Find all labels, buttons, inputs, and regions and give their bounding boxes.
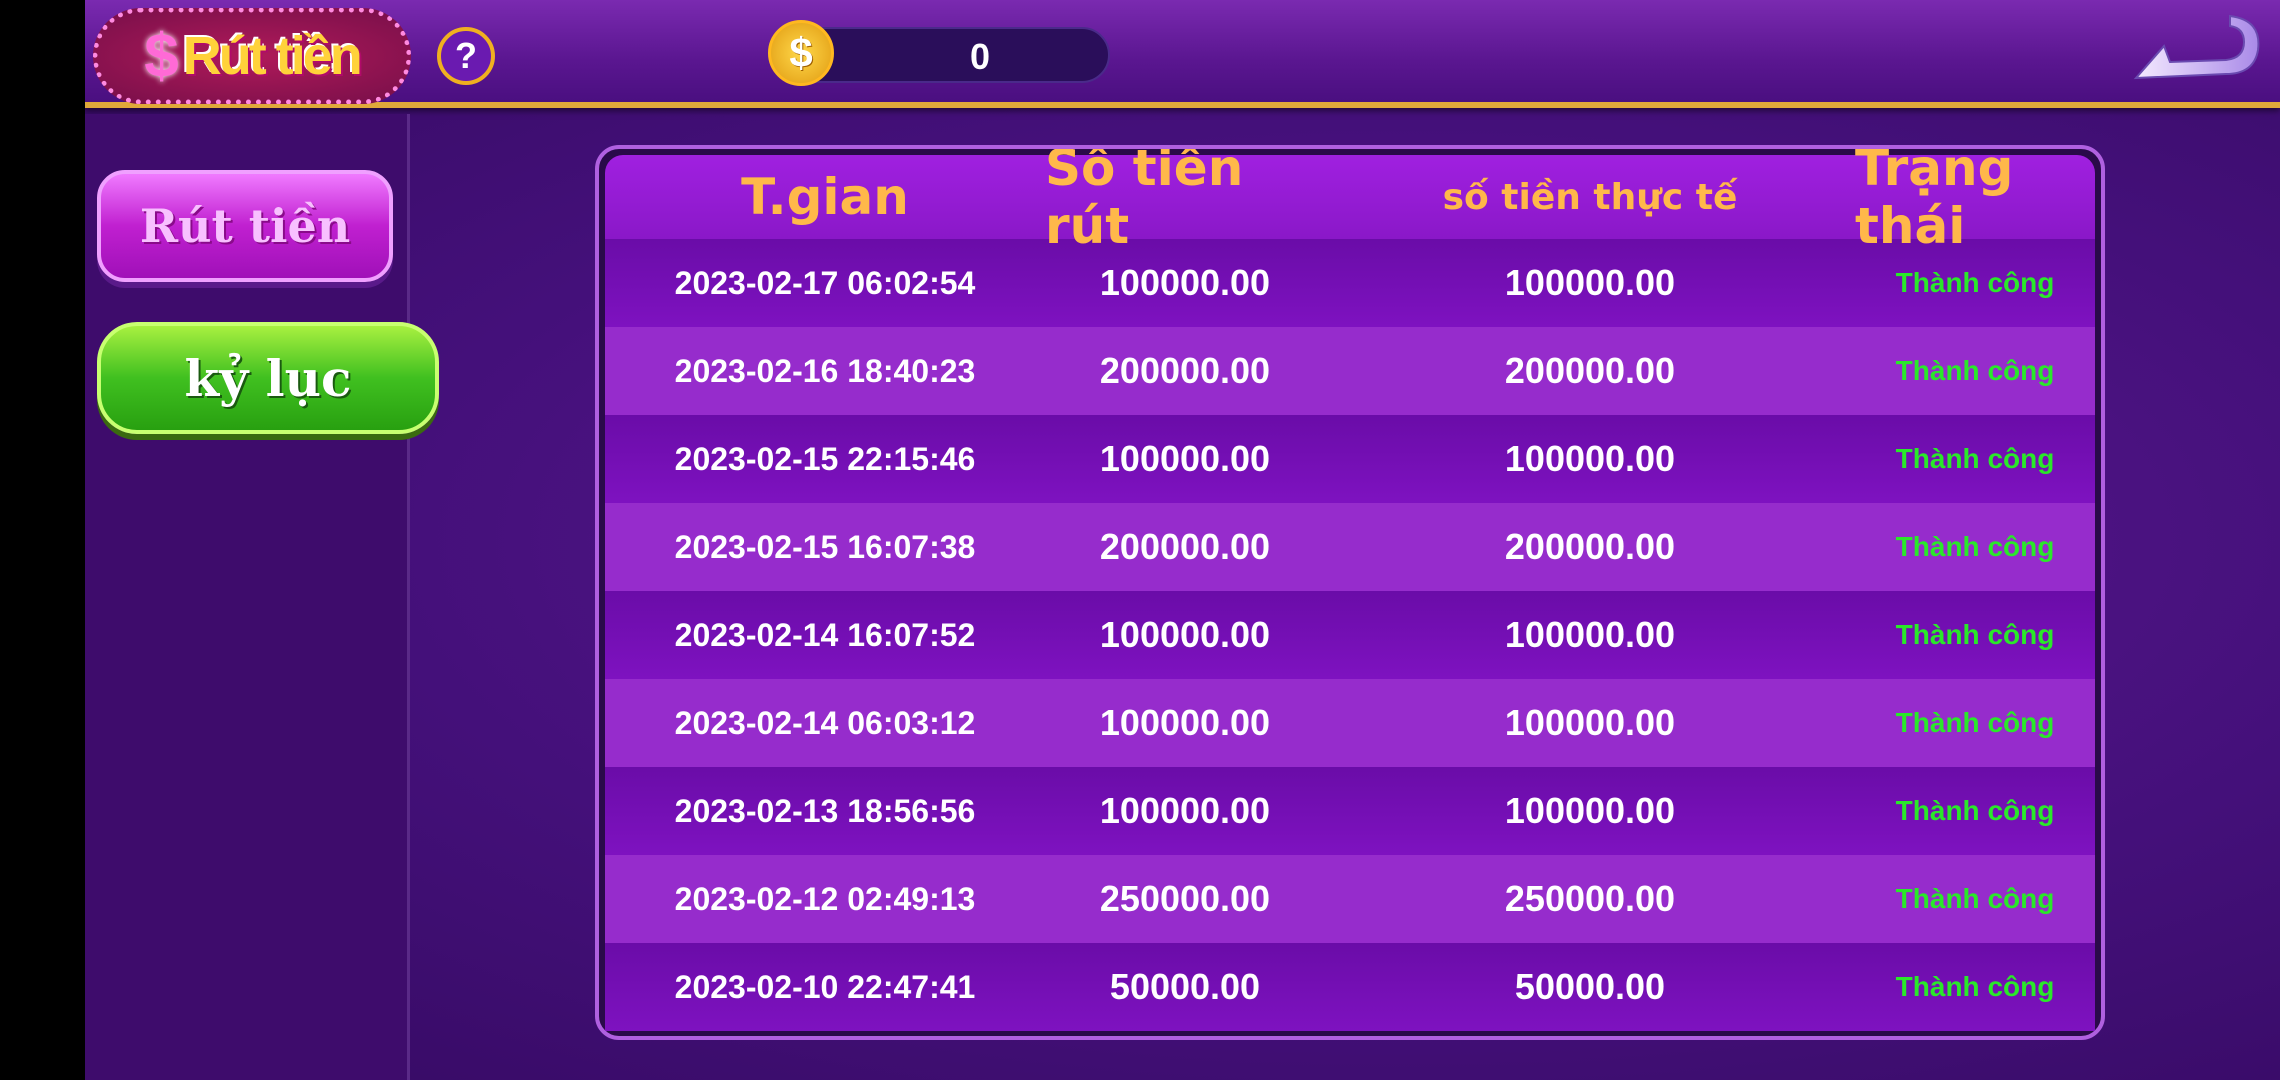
cell-amount: 100000.00 [1099,614,1271,655]
cell-status: Thành công [1895,619,2055,650]
table-row: 2023-02-16 18:40:23 200000.00 200000.00 Thà… [605,327,2095,415]
cell-actual-amount: 100000.00 [1504,438,1676,479]
sidebar: Rút tiền kỷ lục [85,114,439,1080]
cell-amount: 250000.00 [1099,878,1271,919]
top-bar: $ Rút tiền ? 0 $ [85,0,2280,108]
cell-status: Thành công [1895,971,2055,1002]
cell-status: Thành công [1895,443,2055,474]
cell-actual-amount: 100000.00 [1504,702,1676,743]
cell-time: 2023-02-16 18:40:23 [674,352,976,389]
table-row: 2023-02-14 16:07:52 100000.00 100000.00 Thà… [605,591,2095,679]
cell-amount: 50000.00 [1109,966,1261,1007]
table-row: 2023-02-13 18:56:56 100000.00 100000.00 Thà… [605,767,2095,855]
cell-actual-amount: 200000.00 [1504,526,1676,567]
back-arrow-icon[interactable] [2130,12,2265,88]
cell-actual-amount: 200000.00 [1504,350,1676,391]
page-title-logo: $ Rút tiền [93,8,411,104]
cell-time: 2023-02-13 18:56:56 [674,792,976,829]
column-header-time: T.gian [741,168,909,226]
cell-actual-amount: 100000.00 [1504,614,1676,655]
table-row: 2023-02-15 16:07:38 200000.00 200000.00 Thà… [605,503,2095,591]
cell-actual-amount: 250000.00 [1504,878,1676,919]
cell-amount: 100000.00 [1099,790,1271,831]
column-header-status: Trạng thái [1855,145,2014,255]
sidebar-item-withdraw[interactable]: Rút tiền [97,170,393,282]
sidebar-item-record[interactable]: kỷ lục [97,322,439,434]
cell-time: 2023-02-14 06:03:12 [674,704,976,741]
cell-status: Thành công [1895,531,2055,562]
cell-status: Thành công [1895,267,2055,298]
column-header-amount: Số tiền rút [1045,145,1244,255]
help-button[interactable]: ? [437,27,495,85]
cell-amount: 100000.00 [1099,438,1271,479]
cell-status: Thành công [1895,355,2055,386]
table-row: 2023-02-17 06:02:54 100000.00 100000.00 Thà… [605,239,2095,327]
cell-amount: 100000.00 [1099,702,1271,743]
cell-status: Thành công [1895,795,2055,826]
cell-time: 2023-02-12 02:49:13 [674,880,976,917]
balance-display: 0 [790,27,1110,83]
page-title: Rút tiền [182,26,363,86]
cell-amount: 100000.00 [1099,262,1271,303]
cell-time: 2023-02-15 22:15:46 [674,440,976,477]
app: $ Rút tiền ? 0 $ Rút tiền kỷ lục T.gian … [85,0,2280,1080]
column-header-actual-amount: số tiền thực tế [1442,176,1738,218]
table-body: 2023-02-17 06:02:54 100000.00 100000.00 Thà… [605,239,2095,1031]
cell-actual-amount: 100000.00 [1504,262,1676,303]
cell-time: 2023-02-14 16:07:52 [674,616,976,653]
cell-status: Thành công [1895,707,2055,738]
cell-amount: 200000.00 [1099,350,1271,391]
table-row: 2023-02-12 02:49:13 250000.00 250000.00 Thà… [605,855,2095,943]
cell-actual-amount: 50000.00 [1514,966,1666,1007]
cell-actual-amount: 100000.00 [1504,790,1676,831]
table-row: 2023-02-14 06:03:12 100000.00 100000.00 Thà… [605,679,2095,767]
table-row: 2023-02-15 22:15:46 100000.00 100000.00 Thà… [605,415,2095,503]
dollar-icon: $ [144,21,179,91]
cell-time: 2023-02-10 22:47:41 [674,968,976,1005]
balance-value: 0 [969,36,991,77]
coin-icon: $ [768,20,834,86]
table-row: 2023-02-10 22:47:41 50000.00 50000.00 Thành… [605,943,2095,1031]
cell-status: Thành công [1895,883,2055,914]
cell-time: 2023-02-17 06:02:54 [674,264,976,301]
withdrawal-history-table: T.gian Số tiền rút số tiền thực tế Trạng… [595,145,2105,1040]
table-header: T.gian Số tiền rút số tiền thực tế Trạng… [605,145,2095,255]
cell-amount: 200000.00 [1099,526,1271,567]
cell-time: 2023-02-15 16:07:38 [674,528,976,565]
